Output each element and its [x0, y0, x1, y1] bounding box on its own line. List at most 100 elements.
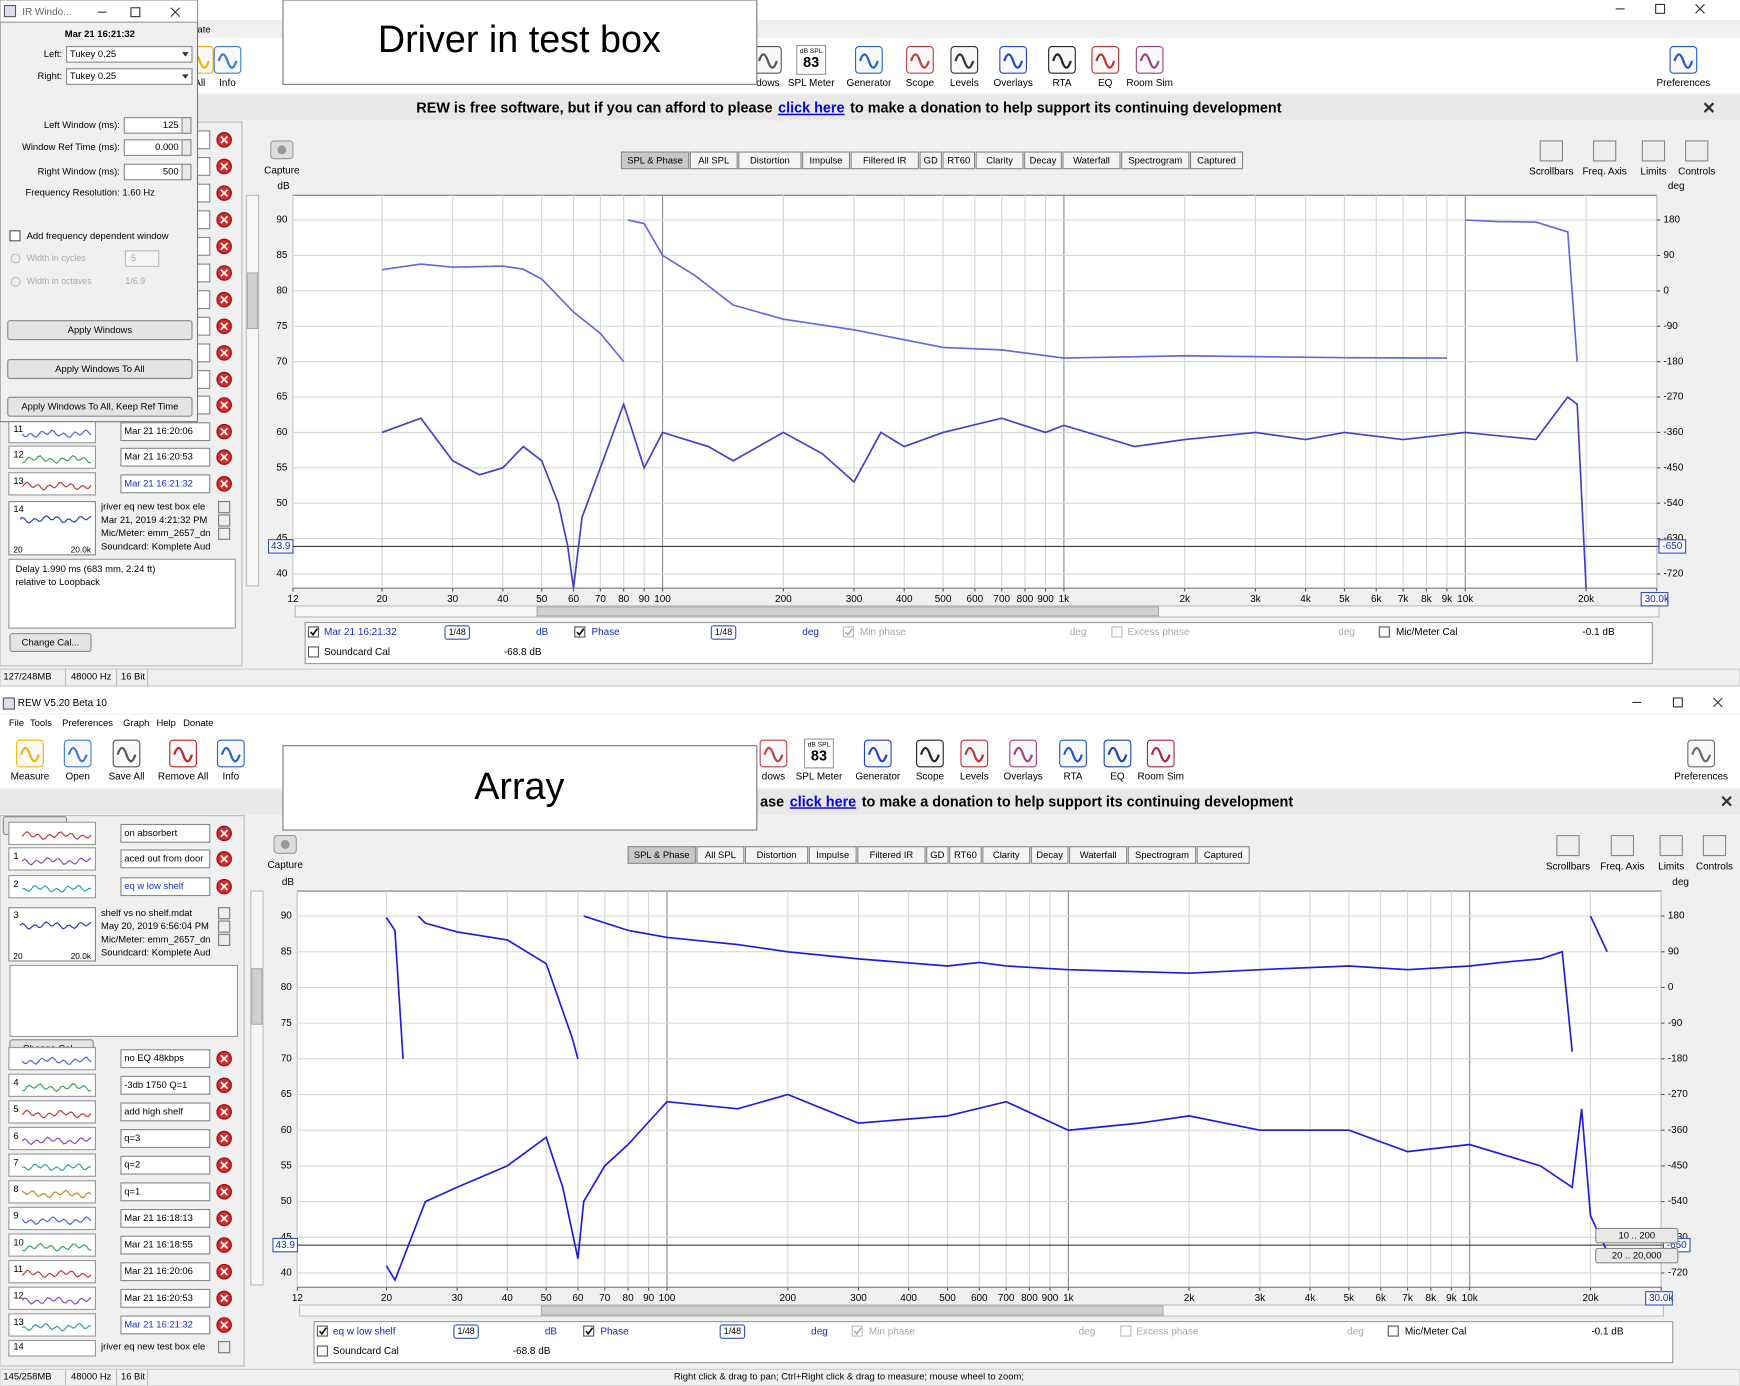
toolbar-label[interactable]: Generator	[855, 771, 901, 782]
tool-icon[interactable]	[1641, 140, 1666, 162]
checkbox[interactable]	[316, 1345, 328, 1357]
smoothing-box[interactable]	[453, 1324, 479, 1339]
measurement-name-box[interactable]	[120, 1155, 211, 1175]
checkbox[interactable]	[9, 230, 21, 242]
toolbar-label[interactable]: Preferences	[1674, 771, 1728, 782]
tool-label[interactable]: Limits	[1640, 167, 1666, 178]
graph-tab[interactable]	[975, 151, 1024, 170]
toolbar-label[interactable]: All	[194, 78, 205, 89]
measurement-thumbnail[interactable]	[8, 1073, 96, 1097]
checkbox[interactable]	[583, 1325, 595, 1337]
info-icon[interactable]	[218, 933, 231, 947]
graph-tab-label[interactable]: Filtered IR	[863, 154, 907, 165]
graph-tab-label[interactable]: Waterfall	[1073, 154, 1110, 165]
ir-combo[interactable]	[66, 68, 193, 85]
button-label[interactable]: Change Cal...	[22, 637, 80, 648]
tool-icon[interactable]	[1702, 835, 1727, 857]
toolbar-label[interactable]: Info	[222, 771, 239, 782]
ir-spinner[interactable]	[124, 250, 160, 267]
measurement-thumbnail[interactable]	[8, 1153, 96, 1177]
menu-item[interactable]: Donate	[183, 717, 213, 728]
graph-tab-label[interactable]: All SPL	[705, 849, 736, 860]
graph-tab-label[interactable]: GD	[924, 154, 938, 165]
range-label[interactable]: 10 .. 200	[1618, 1230, 1655, 1241]
graph-tab[interactable]	[1062, 151, 1121, 170]
v-scroll-thumb[interactable]	[246, 272, 259, 330]
button[interactable]	[7, 396, 193, 417]
graph-tab[interactable]	[696, 846, 745, 864]
toolbar-label[interactable]: Save All	[108, 771, 144, 782]
v-scroll-thumb[interactable]	[251, 968, 263, 1025]
toolbar-label[interactable]: Room Sim	[1137, 771, 1184, 782]
graph-tab-label[interactable]: Distortion	[750, 154, 790, 165]
graph-tab-label[interactable]: Clarity	[986, 154, 1013, 165]
graph-tab-label[interactable]: Spectrogram	[1128, 154, 1182, 165]
graph-tab[interactable]	[942, 151, 976, 170]
info-icon[interactable]	[218, 1341, 231, 1354]
measurement-name-box[interactable]	[120, 1182, 211, 1202]
graph-tab[interactable]	[1030, 846, 1069, 864]
ir-combo-value[interactable]: Tukey 0.25	[70, 48, 116, 59]
v-scrollbar[interactable]	[250, 890, 264, 1286]
button-label[interactable]: Apply Windows To All, Keep Ref Time	[21, 401, 178, 412]
ir-spinner[interactable]	[123, 117, 192, 134]
ir-field-value[interactable]: 0.000	[155, 141, 179, 152]
measurement-name-box[interactable]	[120, 447, 211, 467]
radio[interactable]	[10, 276, 21, 287]
button-label[interactable]: Apply Windows	[68, 324, 133, 335]
graph-tab-label[interactable]: Clarity	[993, 849, 1020, 860]
measurement-thumbnail[interactable]	[8, 821, 96, 846]
graph-tab-label[interactable]: Spectrogram	[1135, 849, 1189, 860]
ir-combo[interactable]	[66, 46, 193, 63]
smoothing-box[interactable]	[719, 1324, 746, 1339]
measurement-name[interactable]: Mar 21 16:21:32	[124, 477, 193, 488]
measurement-thumbnail[interactable]	[8, 1100, 96, 1124]
toolbar-label[interactable]: Scope	[906, 78, 935, 89]
range-label[interactable]: 20 .. 20,000	[1612, 1250, 1662, 1261]
spl-meter-icon[interactable]	[803, 738, 834, 769]
measurement-name[interactable]: Mar 21 16:18:55	[124, 1239, 193, 1250]
range-button[interactable]	[1595, 1227, 1679, 1244]
graph-tab-label[interactable]: Waterfall	[1080, 849, 1117, 860]
graph-tab[interactable]	[1127, 846, 1197, 864]
measurement-name-box[interactable]	[120, 877, 211, 897]
info-icon[interactable]	[218, 907, 231, 920]
checkbox[interactable]	[842, 626, 854, 638]
checkbox[interactable]	[851, 1325, 863, 1337]
graph-tab[interactable]	[926, 846, 949, 864]
measurement-thumbnail[interactable]	[8, 1180, 96, 1204]
measurement-name-box[interactable]	[120, 422, 211, 442]
measurement-name-box[interactable]	[120, 1209, 211, 1228]
toolbar-label[interactable]: Room Sim	[1126, 78, 1173, 89]
button[interactable]	[7, 320, 193, 341]
smoothing-box[interactable]	[444, 625, 470, 640]
graph-tab-label[interactable]: All SPL	[698, 154, 729, 165]
capture-label[interactable]: Capture	[267, 860, 303, 871]
toolbar-label[interactable]: dows	[762, 771, 785, 782]
measurement-thumbnail[interactable]	[8, 1260, 96, 1284]
menu-item[interactable]: Preferences	[62, 717, 113, 728]
h-scroll-thumb[interactable]	[536, 606, 1160, 617]
tool-label[interactable]: Scrollbars	[1529, 167, 1573, 178]
spl-meter-icon[interactable]	[796, 44, 827, 75]
donation-link[interactable]: click here	[790, 794, 856, 810]
graph-tab-label[interactable]: Impulse	[816, 849, 849, 860]
tool-icon[interactable]	[1610, 835, 1635, 857]
menu-item[interactable]: Tools	[30, 717, 52, 728]
measurement-name-box[interactable]	[120, 1288, 211, 1308]
range-button[interactable]	[1595, 1247, 1679, 1264]
graph-tab-label[interactable]: Distortion	[757, 849, 797, 860]
graph-tab[interactable]	[738, 151, 802, 170]
measurement-name-box[interactable]	[120, 1262, 211, 1282]
measurement-thumbnail[interactable]	[8, 874, 96, 899]
graph-tab[interactable]	[1069, 846, 1128, 864]
measurement-name-box[interactable]	[120, 1129, 211, 1148]
smoothing-label[interactable]: 1/48	[724, 1326, 741, 1336]
measurement-name[interactable]: Mar 21 16:21:32	[124, 1318, 193, 1329]
toolbar-label[interactable]: Preferences	[1657, 78, 1711, 89]
graph-tab[interactable]	[1024, 151, 1062, 170]
tool-label[interactable]: Limits	[1658, 861, 1684, 872]
measurement-name-box[interactable]	[120, 1315, 211, 1335]
info-icon[interactable]	[218, 514, 231, 527]
measurement-name-box[interactable]	[120, 849, 211, 869]
